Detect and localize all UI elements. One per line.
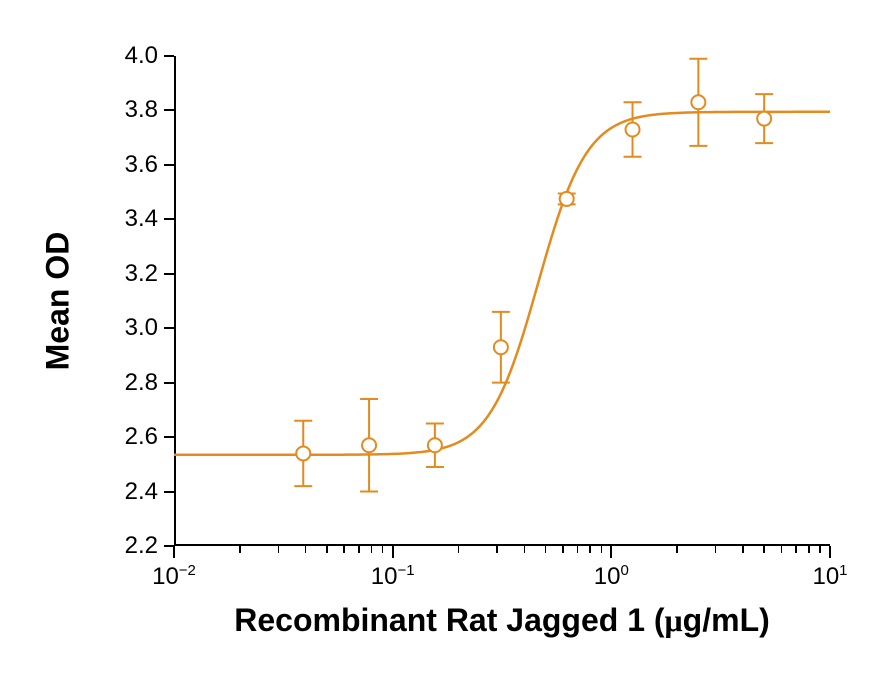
- x-tick-major: [610, 546, 612, 558]
- y-tick: [164, 218, 174, 220]
- x-tick-minor: [742, 546, 744, 553]
- x-tick-major: [392, 546, 394, 558]
- x-tick-minor: [305, 546, 307, 553]
- x-tick-minor: [562, 546, 564, 553]
- x-tick-minor: [496, 546, 498, 553]
- y-tick-label: 3.6: [112, 151, 158, 179]
- y-tick: [164, 327, 174, 329]
- fit-curve: [174, 112, 830, 455]
- x-tick-label: 10−1: [371, 562, 415, 591]
- x-tick-minor: [371, 546, 373, 553]
- y-tick-label: 3.0: [112, 314, 158, 342]
- x-tick-minor: [795, 546, 797, 553]
- y-tick: [164, 273, 174, 275]
- y-tick: [164, 164, 174, 166]
- x-tick-minor: [278, 546, 280, 553]
- data-marker: [428, 438, 442, 452]
- y-tick-label: 2.4: [112, 478, 158, 506]
- y-tick: [164, 55, 174, 57]
- data-marker: [560, 192, 574, 206]
- y-tick-label: 2.2: [112, 532, 158, 560]
- x-tick-minor: [545, 546, 547, 553]
- x-tick-label: 101: [812, 562, 847, 591]
- data-marker: [296, 446, 310, 460]
- x-tick-label: 10−2: [152, 562, 196, 591]
- x-tick-minor: [524, 546, 526, 553]
- y-tick: [164, 382, 174, 384]
- x-tick-minor: [781, 546, 783, 553]
- y-tick-label: 4.0: [112, 42, 158, 70]
- chart-container: Mean OD Recombinant Rat Jagged 1 (μg/mL)…: [0, 0, 878, 690]
- x-tick-minor: [382, 546, 384, 553]
- x-tick-minor: [589, 546, 591, 553]
- x-tick-minor: [808, 546, 810, 553]
- y-tick-label: 2.8: [112, 369, 158, 397]
- x-tick-minor: [239, 546, 241, 553]
- x-tick-minor: [358, 546, 360, 553]
- x-tick-major: [173, 546, 175, 558]
- x-tick-major: [829, 546, 831, 558]
- y-tick: [164, 109, 174, 111]
- x-tick-minor: [326, 546, 328, 553]
- y-tick-label: 3.8: [112, 96, 158, 124]
- x-tick-minor: [343, 546, 345, 553]
- data-marker: [757, 112, 771, 126]
- x-tick-minor: [577, 546, 579, 553]
- y-tick-label: 3.2: [112, 260, 158, 288]
- y-tick: [164, 491, 174, 493]
- x-tick-minor: [458, 546, 460, 553]
- x-axis-title: Recombinant Rat Jagged 1 (μg/mL): [234, 602, 770, 639]
- x-tick-minor: [601, 546, 603, 553]
- x-tick-minor: [819, 546, 821, 553]
- x-tick-minor: [763, 546, 765, 553]
- y-tick: [164, 436, 174, 438]
- x-tick-label: 100: [594, 562, 629, 591]
- data-marker: [494, 340, 508, 354]
- data-marker: [691, 95, 705, 109]
- y-axis-title: Mean OD: [40, 232, 77, 371]
- data-marker: [362, 438, 376, 452]
- y-tick-label: 3.4: [112, 205, 158, 233]
- data-marker: [626, 123, 640, 137]
- x-tick-minor: [676, 546, 678, 553]
- x-tick-minor: [715, 546, 717, 553]
- y-tick-label: 2.6: [112, 423, 158, 451]
